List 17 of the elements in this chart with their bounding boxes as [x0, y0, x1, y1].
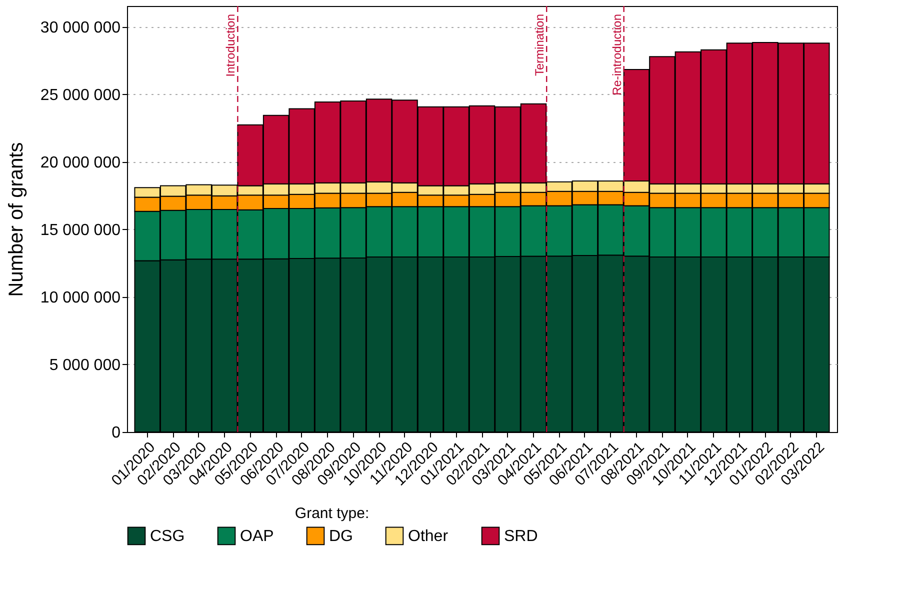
y-tick-label: 20 000 000: [40, 154, 121, 172]
y-tick-label: 10 000 000: [40, 289, 121, 306]
y-tick-label: 25 000 000: [40, 86, 121, 104]
y-tick-label: 15 000 000: [40, 222, 121, 239]
y-axis-title: Number of grants: [5, 142, 28, 297]
y-tick-label: 0: [112, 424, 121, 442]
legend-label: Other: [408, 528, 449, 545]
legend-label: SRD: [504, 528, 538, 545]
y-tick-label: 30 000 000: [40, 19, 121, 36]
ref-line-label: Termination: [532, 14, 547, 76]
legend-label: DG: [329, 528, 353, 545]
legend-title: Grant type:: [294, 505, 370, 522]
legend-label: CSG: [150, 528, 185, 545]
y-tick-label: 5 000 000: [49, 356, 121, 374]
legend-label: OAP: [240, 528, 274, 545]
ref-line-label: Re-introduction: [610, 14, 624, 96]
ref-line-label: Introduction: [224, 14, 238, 77]
